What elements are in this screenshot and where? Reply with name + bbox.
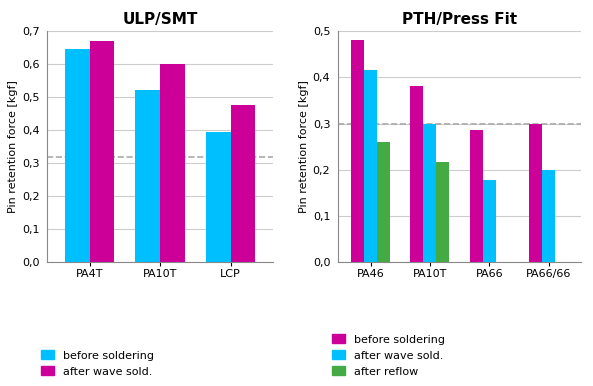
Bar: [231, 105, 255, 262]
Bar: [423, 124, 436, 262]
Bar: [377, 142, 390, 262]
Bar: [65, 49, 90, 262]
Bar: [483, 180, 496, 262]
Bar: [135, 90, 160, 262]
Bar: [529, 124, 542, 262]
Y-axis label: Pin retention force [kgf]: Pin retention force [kgf]: [299, 80, 308, 213]
Bar: [364, 70, 377, 262]
Bar: [206, 132, 231, 262]
Title: PTH/Press Fit: PTH/Press Fit: [402, 12, 517, 27]
Title: ULP/SMT: ULP/SMT: [122, 12, 198, 27]
Bar: [470, 130, 483, 262]
Legend: before soldering, after wave sold.: before soldering, after wave sold.: [41, 350, 154, 377]
Bar: [351, 40, 364, 262]
Bar: [436, 161, 449, 262]
Bar: [410, 86, 423, 262]
Bar: [90, 41, 114, 262]
Bar: [160, 64, 185, 262]
Bar: [542, 170, 555, 262]
Legend: before soldering, after wave sold., after reflow: before soldering, after wave sold., afte…: [331, 334, 445, 377]
Y-axis label: Pin retention force [kgf]: Pin retention force [kgf]: [8, 80, 18, 213]
